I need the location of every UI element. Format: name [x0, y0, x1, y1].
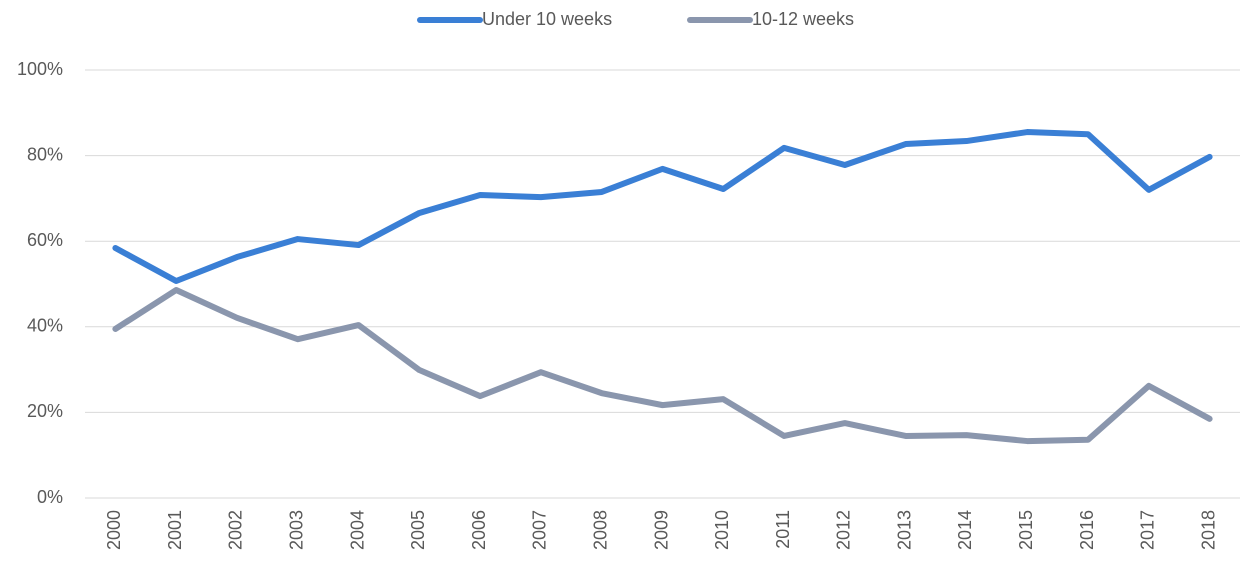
x-tick-label: 2005 [408, 510, 428, 550]
y-tick-label: 60% [27, 230, 63, 250]
x-tick-label: 2011 [773, 510, 793, 549]
x-tick-label: 2003 [287, 510, 307, 550]
x-tick-label: 2009 [651, 510, 671, 550]
y-tick-label: 20% [27, 401, 63, 421]
x-tick-label: 2017 [1138, 510, 1158, 550]
y-tick-label: 100% [17, 59, 63, 79]
legend-label: Under 10 weeks [482, 9, 612, 29]
x-tick-label: 2008 [590, 510, 610, 550]
x-tick-label: 2013 [894, 510, 914, 550]
y-tick-label: 40% [27, 316, 63, 336]
series-line [112, 286, 1213, 445]
x-tick-label: 2006 [469, 510, 489, 550]
x-tick-label: 2018 [1198, 510, 1218, 550]
x-tick-label: 2002 [226, 510, 246, 550]
x-tick-label: 2004 [347, 510, 367, 550]
x-tick-label: 2000 [104, 510, 124, 550]
x-tick-label: 2001 [165, 510, 185, 550]
x-tick-label: 2016 [1077, 510, 1097, 550]
x-tick-label: 2015 [1016, 510, 1036, 550]
series-line [112, 129, 1213, 285]
legend-label: 10-12 weeks [752, 9, 854, 29]
y-tick-label: 0% [37, 487, 63, 507]
x-tick-label: 2014 [955, 510, 975, 550]
x-tick-label: 2010 [712, 510, 732, 550]
x-tick-label: 2007 [530, 510, 550, 550]
y-tick-label: 80% [27, 144, 63, 164]
x-tick-label: 2012 [834, 510, 854, 550]
